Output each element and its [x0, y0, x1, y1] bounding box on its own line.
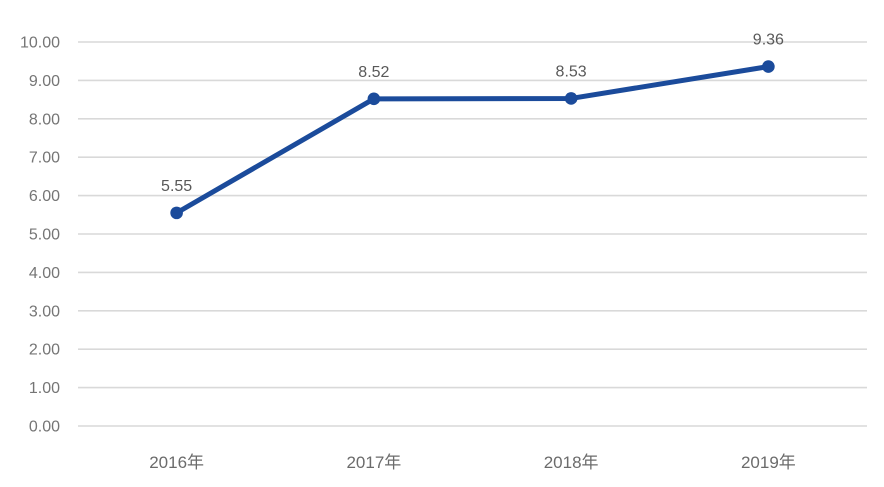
y-tick-label: 7.00 [29, 150, 60, 167]
y-tick-label: 3.00 [29, 303, 60, 320]
x-axis-label: 2016年 [149, 453, 204, 472]
y-tick-label: 4.00 [29, 265, 60, 282]
data-point-label: 5.55 [161, 178, 192, 195]
data-point-label: 8.52 [358, 64, 389, 81]
y-tick-label: 5.00 [29, 227, 60, 244]
y-tick-label: 2.00 [29, 342, 60, 359]
x-axis-label: 2017年 [346, 453, 401, 472]
data-point-marker [367, 92, 381, 106]
y-tick-label: 10.00 [20, 35, 60, 52]
data-point-marker [170, 206, 183, 220]
y-tick-label: 6.00 [29, 188, 60, 205]
data-point-marker [762, 60, 775, 73]
right-edge-line [879, 0, 881, 487]
data-point-marker [564, 92, 578, 105]
y-tick-label: 9.00 [29, 73, 60, 90]
data-point-label: 9.36 [753, 32, 784, 49]
x-axis-label: 2019年 [741, 453, 796, 472]
data-line [174, 64, 771, 216]
x-axis-label: 2018年 [544, 453, 599, 472]
y-tick-label: 8.00 [29, 111, 60, 128]
data-point-label: 8.53 [556, 63, 587, 80]
y-tick-label: 0.00 [29, 419, 60, 436]
y-tick-label: 1.00 [29, 380, 60, 397]
